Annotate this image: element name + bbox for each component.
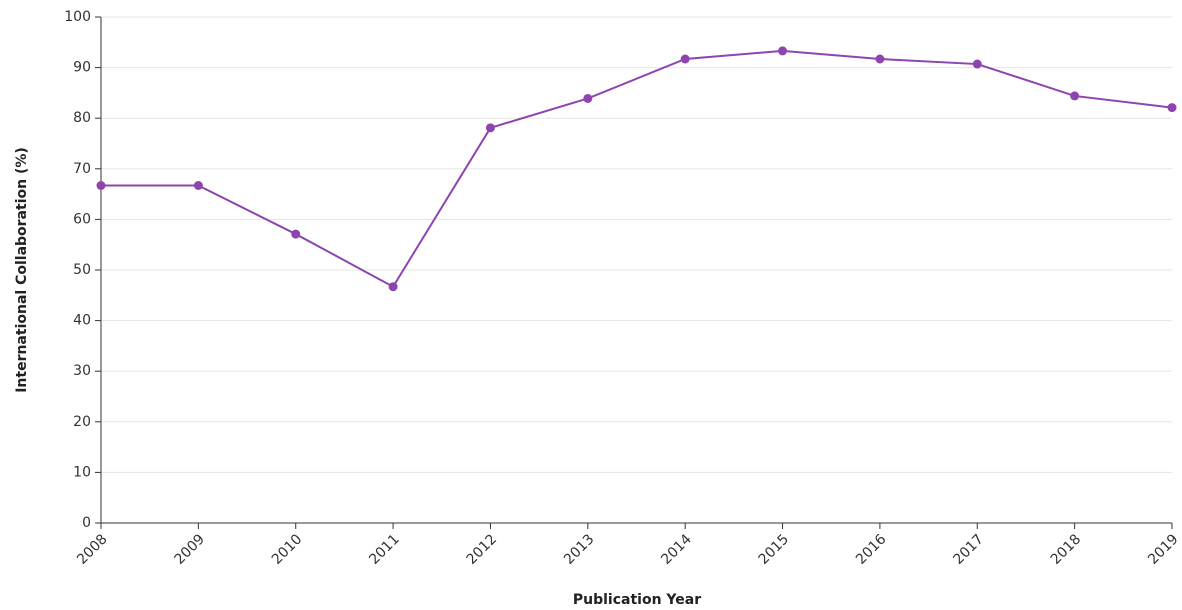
point bbox=[875, 54, 885, 64]
x-tick-label: 2011 bbox=[366, 531, 403, 568]
x-tick-label: 2013 bbox=[561, 531, 598, 568]
x-tick-label: 2008 bbox=[74, 531, 111, 568]
x-tick-label: 2009 bbox=[172, 531, 209, 568]
point bbox=[680, 54, 690, 64]
y-tick-label: 0 bbox=[82, 515, 91, 531]
point bbox=[291, 229, 301, 239]
y-tick-label: 30 bbox=[73, 363, 91, 379]
point bbox=[583, 93, 593, 103]
point bbox=[96, 180, 106, 190]
x-axis-title: Publication Year bbox=[573, 592, 701, 608]
x-tick-label: 2014 bbox=[658, 531, 695, 568]
y-tick-label: 50 bbox=[73, 262, 91, 278]
point bbox=[778, 46, 788, 56]
x-tick-label: 2017 bbox=[950, 531, 987, 568]
y-tick-label: 80 bbox=[73, 110, 91, 126]
line bbox=[101, 49, 1173, 289]
y-axis-title: International Collaboration (%) bbox=[14, 147, 30, 393]
point bbox=[972, 59, 982, 69]
x-tick-label: 2016 bbox=[853, 531, 890, 568]
x-tick-label: 2012 bbox=[464, 531, 501, 568]
y-tick-label: 90 bbox=[73, 60, 91, 76]
point bbox=[1167, 103, 1177, 113]
y-tick-label: 70 bbox=[73, 161, 91, 177]
y-tick-label: 20 bbox=[73, 414, 91, 430]
x-tick-label: 2010 bbox=[269, 531, 306, 568]
point bbox=[1070, 91, 1080, 101]
y-tick-label: 100 bbox=[64, 9, 91, 25]
y-tick-label: 10 bbox=[73, 464, 91, 480]
x-tick-label: 2019 bbox=[1145, 531, 1182, 568]
point bbox=[485, 123, 495, 133]
point bbox=[193, 180, 203, 190]
y-tick-label: 40 bbox=[73, 313, 91, 329]
y-tick-label: 60 bbox=[73, 211, 91, 227]
x-tick-label: 2018 bbox=[1048, 531, 1085, 568]
point bbox=[388, 282, 398, 292]
x-tick-label: 2015 bbox=[756, 531, 793, 568]
